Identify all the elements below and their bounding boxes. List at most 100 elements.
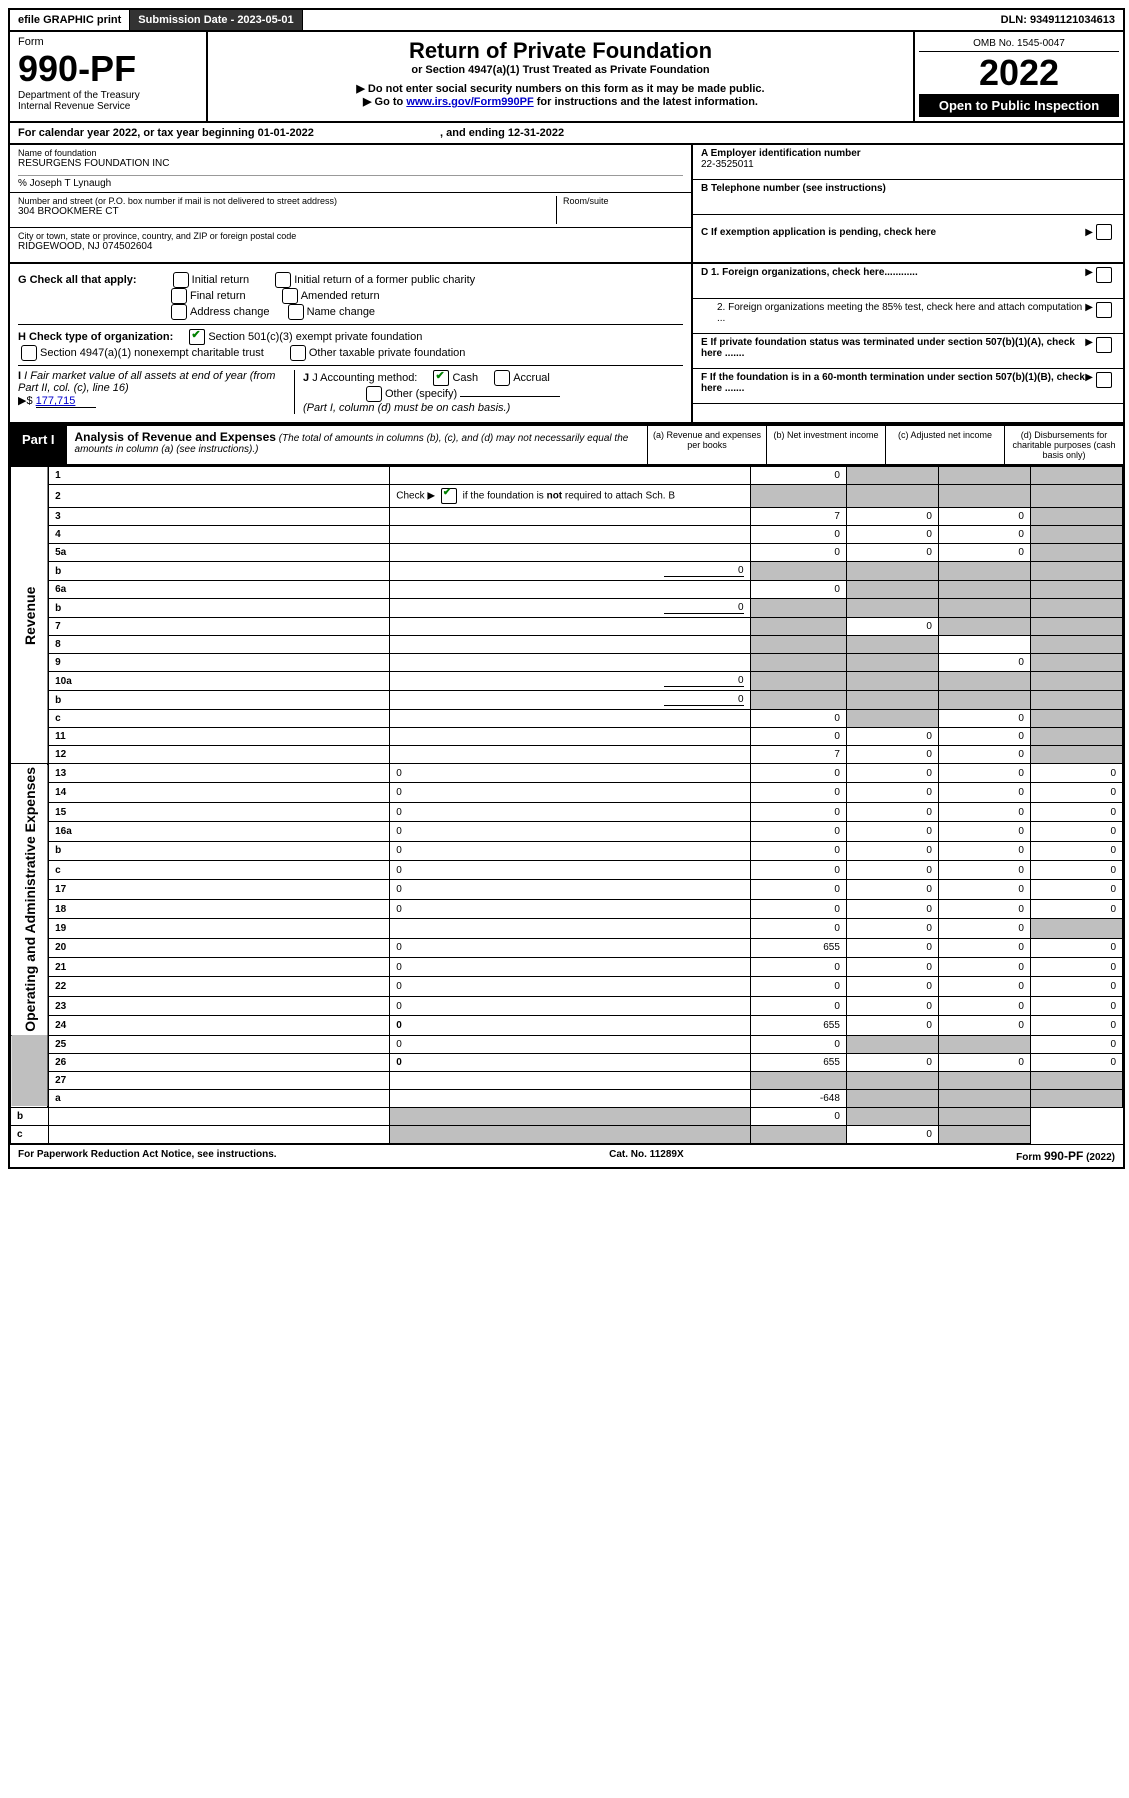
form-word: Form <box>18 36 198 48</box>
amount-cell <box>846 636 938 654</box>
amount-cell: 0 <box>938 899 1030 918</box>
col-a: (a) Revenue and expenses per books <box>647 426 766 464</box>
table-row: Revenue10 <box>11 467 1123 485</box>
line-description <box>390 467 750 485</box>
amount-cell <box>1030 919 1122 938</box>
amount-cell <box>846 1107 938 1125</box>
table-row: 70 <box>11 618 1123 636</box>
amount-cell: 0 <box>846 764 938 783</box>
amount-cell <box>938 691 1030 710</box>
amount-cell <box>1030 485 1122 508</box>
f-checkbox[interactable] <box>1096 372 1112 388</box>
d1-checkbox[interactable] <box>1096 267 1112 283</box>
table-row: c0 <box>11 1125 1123 1143</box>
amount-cell: 655 <box>750 1016 846 1036</box>
table-row: 12700 <box>11 746 1123 764</box>
amount-cell <box>846 599 938 618</box>
g-name-change[interactable] <box>288 304 304 320</box>
d1-cell: D 1. Foreign organizations, check here..… <box>693 264 1123 299</box>
table-row: b 0 <box>11 599 1123 618</box>
g-initial-return[interactable] <box>173 272 189 288</box>
amount-cell: 0 <box>750 467 846 485</box>
amount-cell: 0 <box>938 822 1030 841</box>
amount-cell: 0 <box>1030 822 1122 841</box>
amount-cell: 0 <box>750 526 846 544</box>
tax-year: 2022 <box>919 52 1119 94</box>
amount-cell: 0 <box>846 822 938 841</box>
amount-cell <box>750 672 846 691</box>
amount-cell: 0 <box>1030 841 1122 860</box>
table-row: 25000 <box>11 1035 1123 1053</box>
h-other-taxable[interactable] <box>290 345 306 361</box>
schb-checkbox[interactable] <box>441 488 457 504</box>
header-center: Return of Private Foundation or Section … <box>208 32 915 121</box>
open-public-label: Open to Public Inspection <box>919 94 1119 117</box>
amount-cell <box>390 1107 750 1125</box>
g-final[interactable] <box>171 288 187 304</box>
j-accrual[interactable] <box>494 370 510 386</box>
amount-cell <box>938 581 1030 599</box>
amount-cell: 0 <box>750 977 846 996</box>
side-label-expenses: Operating and Administrative Expenses <box>11 764 49 1036</box>
line-description <box>390 636 750 654</box>
amount-cell: 0 <box>1030 783 1122 802</box>
amount-cell <box>846 581 938 599</box>
table-row: 3700 <box>11 508 1123 526</box>
line-number: 15 <box>48 802 390 821</box>
info-left: Name of foundation RESURGENS FOUNDATION … <box>10 145 691 262</box>
line-description: 0 <box>390 996 750 1015</box>
amount-cell <box>938 636 1030 654</box>
amount-cell: 0 <box>938 938 1030 957</box>
amount-cell: 0 <box>846 746 938 764</box>
calendar-row: For calendar year 2022, or tax year begi… <box>10 123 1123 145</box>
amount-cell <box>1030 618 1122 636</box>
header-left: Form 990-PF Department of the Treasury I… <box>10 32 208 121</box>
d2-checkbox[interactable] <box>1096 302 1112 318</box>
page-footer: For Paperwork Reduction Act Notice, see … <box>10 1144 1123 1167</box>
g-address-change[interactable] <box>171 304 187 320</box>
form-instructions-link[interactable]: www.irs.gov/Form990PF <box>406 96 533 108</box>
amount-cell <box>938 618 1030 636</box>
j-other[interactable] <box>366 386 382 402</box>
footer-right: Form 990-PF (2022) <box>1016 1149 1115 1163</box>
col-d: (d) Disbursements for charitable purpose… <box>1004 426 1123 464</box>
table-row: 2100000 <box>11 958 1123 977</box>
form-title: Return of Private Foundation <box>214 38 907 64</box>
exemption-checkbox[interactable] <box>1096 224 1112 240</box>
h-4947[interactable] <box>21 345 37 361</box>
amount-cell <box>1030 654 1122 672</box>
amount-cell: 0 <box>750 544 846 562</box>
dln-label: DLN: 93491121034613 <box>993 10 1123 30</box>
footer-left: For Paperwork Reduction Act Notice, see … <box>18 1149 277 1163</box>
amount-cell: 0 <box>750 783 846 802</box>
line-description: 0 <box>390 764 750 783</box>
amount-cell: 0 <box>1030 880 1122 899</box>
amount-cell <box>750 599 846 618</box>
amount-cell <box>846 467 938 485</box>
care-of: % Joseph T Lynaugh <box>18 175 683 189</box>
amount-cell: 7 <box>750 508 846 526</box>
amount-cell: 0 <box>1030 861 1122 880</box>
h-501c3[interactable] <box>189 329 205 345</box>
g-initial-former[interactable] <box>275 272 291 288</box>
amount-cell: 0 <box>938 958 1030 977</box>
amount-cell <box>846 672 938 691</box>
line-number: 11 <box>48 728 390 746</box>
note-ssn: ▶ Do not enter social security numbers o… <box>214 82 907 95</box>
amount-cell: 0 <box>938 996 1030 1015</box>
amount-cell: 0 <box>750 728 846 746</box>
amount-cell: 0 <box>1030 1016 1122 1036</box>
line-number: 14 <box>48 783 390 802</box>
e-checkbox[interactable] <box>1096 337 1112 353</box>
amount-cell <box>846 1071 938 1089</box>
amount-cell: 0 <box>938 764 1030 783</box>
j-cash[interactable] <box>433 370 449 386</box>
dept-label: Department of the Treasury <box>18 90 198 101</box>
amount-cell <box>846 485 938 508</box>
g-amended[interactable] <box>282 288 298 304</box>
amount-cell: 655 <box>750 938 846 957</box>
table-row: 4000 <box>11 526 1123 544</box>
amount-cell: 0 <box>846 1016 938 1036</box>
fmv-link[interactable]: 177,715 <box>36 395 96 408</box>
line-number: 2 <box>48 485 390 508</box>
